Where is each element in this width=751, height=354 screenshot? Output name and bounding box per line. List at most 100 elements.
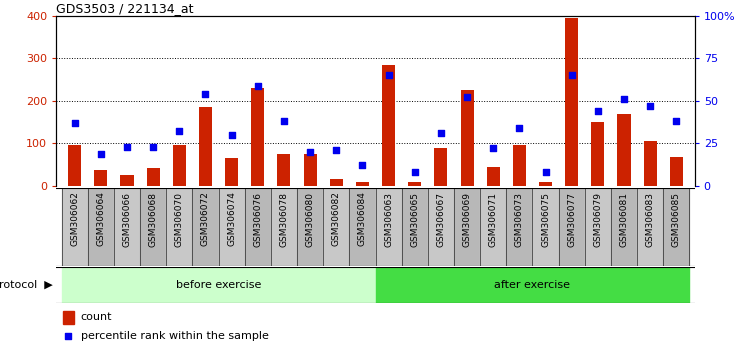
Point (461, 95, 473, 100)
Point (147, 144, 159, 150)
Point (566, 73, 578, 78)
Point (357, 162, 369, 168)
Bar (663, 188, 689, 266)
Point (62, 333, 74, 339)
Bar (513, 145, 526, 186)
Text: count: count (80, 312, 112, 322)
Point (618, 96, 630, 102)
Text: GSM306076: GSM306076 (253, 192, 262, 246)
Bar (585, 188, 611, 266)
Bar (323, 188, 349, 266)
Bar (670, 157, 683, 186)
Point (644, 103, 656, 109)
Bar (376, 267, 689, 303)
Point (487, 145, 499, 151)
Bar (225, 158, 238, 186)
Text: GSM306072: GSM306072 (201, 192, 210, 246)
Point (95, 151, 107, 156)
Bar (297, 188, 323, 266)
Bar (376, 188, 402, 266)
Bar (62, 267, 376, 303)
Point (173, 129, 185, 134)
Text: GSM306079: GSM306079 (593, 192, 602, 246)
Bar (349, 188, 376, 266)
Text: protocol  ▶: protocol ▶ (0, 280, 53, 290)
Text: GSM306067: GSM306067 (436, 192, 445, 246)
Point (330, 147, 342, 153)
Text: GSM306069: GSM306069 (463, 192, 472, 246)
Bar (330, 179, 342, 186)
Point (225, 132, 237, 138)
Point (435, 130, 447, 136)
Bar (356, 182, 369, 186)
Bar (88, 188, 114, 266)
Point (514, 125, 526, 131)
Text: GSM306070: GSM306070 (175, 192, 184, 246)
Point (252, 83, 264, 88)
Bar (271, 188, 297, 266)
Point (121, 144, 133, 150)
Point (304, 149, 316, 155)
Bar (114, 188, 140, 266)
Bar (637, 188, 663, 266)
Point (200, 91, 212, 97)
Bar (199, 107, 212, 186)
Text: GSM306075: GSM306075 (541, 192, 550, 246)
Text: after exercise: after exercise (494, 280, 571, 290)
Bar (434, 148, 448, 186)
Text: GSM306068: GSM306068 (149, 192, 158, 246)
Bar (566, 18, 578, 186)
Text: GSM306077: GSM306077 (567, 192, 576, 246)
Bar (402, 188, 428, 266)
Bar (120, 175, 134, 186)
Text: GSM306064: GSM306064 (96, 192, 105, 246)
Bar (591, 122, 605, 186)
Text: GSM306081: GSM306081 (620, 192, 629, 246)
Bar (460, 90, 474, 186)
Bar (252, 88, 264, 186)
Text: GSM306062: GSM306062 (70, 192, 79, 246)
Bar (454, 188, 480, 266)
Text: GSM306063: GSM306063 (384, 192, 393, 246)
Bar (192, 188, 219, 266)
Text: GSM306078: GSM306078 (279, 192, 288, 246)
Text: before exercise: before exercise (176, 280, 261, 290)
Bar (506, 188, 532, 266)
Bar (166, 188, 192, 266)
Text: GSM306085: GSM306085 (672, 192, 681, 246)
Point (539, 170, 551, 175)
Bar (173, 145, 185, 186)
Text: GSM306082: GSM306082 (332, 192, 341, 246)
Text: GSM306084: GSM306084 (358, 192, 367, 246)
Bar (245, 188, 271, 266)
Point (671, 119, 683, 124)
Bar (644, 141, 656, 186)
Bar (409, 182, 421, 186)
Text: GSM306083: GSM306083 (646, 192, 655, 246)
Text: GSM306071: GSM306071 (489, 192, 498, 246)
Text: GSM306066: GSM306066 (122, 192, 131, 246)
Text: GSM306073: GSM306073 (515, 192, 524, 246)
Bar (611, 188, 637, 266)
Text: GDS3503 / 221134_at: GDS3503 / 221134_at (56, 2, 194, 15)
Bar (480, 188, 506, 266)
Bar (382, 65, 395, 186)
Bar (487, 167, 499, 186)
Point (68, 120, 80, 126)
Point (409, 170, 421, 175)
Bar (277, 154, 291, 186)
Point (592, 108, 604, 114)
Point (382, 73, 394, 78)
Bar (95, 170, 107, 186)
Point (278, 119, 290, 124)
Bar (68, 145, 81, 186)
Bar (303, 154, 317, 186)
Bar (146, 168, 160, 186)
Bar (62, 311, 74, 324)
Bar (617, 114, 631, 186)
Bar (539, 182, 552, 186)
Bar (428, 188, 454, 266)
Text: percentile rank within the sample: percentile rank within the sample (80, 331, 268, 341)
Text: GSM306074: GSM306074 (227, 192, 236, 246)
Text: GSM306080: GSM306080 (306, 192, 315, 246)
